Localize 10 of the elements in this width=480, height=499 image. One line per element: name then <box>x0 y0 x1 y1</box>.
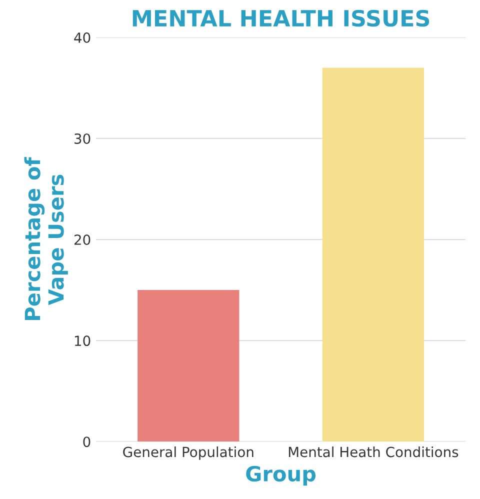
y-tick-label: 30 <box>74 133 90 144</box>
y-tick-label: 40 <box>74 32 90 43</box>
y-tick-label: 10 <box>74 336 90 346</box>
x-axis-title: Group <box>246 466 316 486</box>
y-tick-label: 0 <box>83 436 90 448</box>
x-tick-label: Mental Heath Conditions <box>288 446 458 458</box>
y-axis-title: Percentage of Vape Users <box>24 157 68 320</box>
y-tick-label: 20 <box>74 234 90 245</box>
chart-title: MENTAL HEALTH ISSUES <box>132 10 430 27</box>
x-tick-label: General Population <box>123 446 254 460</box>
